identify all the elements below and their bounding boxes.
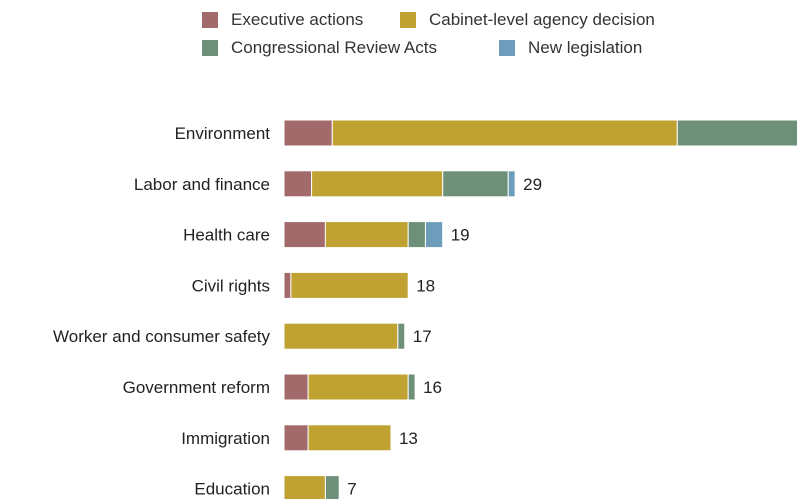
bar-segment-environment-cabinet-level-agency-decision: [331, 119, 678, 147]
bar-segment-education-congressional-review-acts: [324, 475, 340, 499]
legend-swatch-congressional-review-acts: [202, 40, 218, 56]
total-label-health-care: 19: [451, 226, 470, 245]
total-label-labor-and-finance: 29: [523, 175, 542, 194]
legend-label-executive-actions: Executive actions: [231, 10, 364, 29]
bar-segment-health-care-executive-actions: [283, 221, 326, 249]
bar-segment-civil-rights-executive-actions: [283, 271, 292, 299]
legend-label-cabinet-level-agency-decision: Cabinet-level agency decision: [429, 10, 655, 29]
bar-segment-worker-and-consumer-safety-cabinet-level-agency-decision: [283, 322, 399, 350]
bar-segment-labor-and-finance-cabinet-level-agency-decision: [311, 170, 444, 198]
total-label-immigration: 13: [399, 429, 418, 448]
legend-label-congressional-review-acts: Congressional Review Acts: [231, 38, 437, 57]
legend-label-new-legislation: New legislation: [528, 38, 643, 57]
bar-segment-labor-and-finance-new-legislation: [507, 170, 516, 198]
bar-segment-civil-rights-cabinet-level-agency-decision: [290, 271, 409, 299]
bar-segment-government-reform-congressional-review-acts: [407, 373, 416, 401]
category-label-health-care: Health care: [183, 226, 270, 245]
legend-item-cabinet-level-agency-decision: Cabinet-level agency decision: [400, 10, 655, 30]
total-label-civil-rights: 18: [416, 276, 435, 295]
bar-segment-health-care-congressional-review-acts: [407, 221, 426, 249]
bar-segment-government-reform-executive-actions: [283, 373, 309, 401]
bar-segment-labor-and-finance-executive-actions: [283, 170, 313, 198]
legend-item-congressional-review-acts: Congressional Review Acts: [202, 38, 437, 58]
legend-item-new-legislation: New legislation: [499, 38, 642, 58]
bar-segment-health-care-cabinet-level-agency-decision: [324, 221, 409, 249]
category-label-government-reform: Government reform: [123, 378, 270, 397]
category-label-environment: Environment: [175, 124, 271, 143]
bar-segment-worker-and-consumer-safety-congressional-review-acts: [397, 322, 406, 350]
category-label-education: Education: [194, 480, 270, 499]
legend-swatch-cabinet-level-agency-decision: [400, 12, 416, 28]
total-label-government-reform: 16: [423, 378, 442, 397]
legend-swatch-new-legislation: [499, 40, 515, 56]
total-label-education: 7: [347, 480, 356, 499]
category-label-civil-rights: Civil rights: [192, 276, 270, 295]
bar-segment-labor-and-finance-congressional-review-acts: [442, 170, 509, 198]
category-label-worker-and-consumer-safety: Worker and consumer safety: [53, 327, 270, 346]
legend-item-executive-actions: Executive actions: [202, 10, 363, 30]
bar-segment-education-cabinet-level-agency-decision: [283, 475, 326, 499]
legend-swatch-executive-actions: [202, 12, 218, 28]
bar-segment-immigration-executive-actions: [283, 424, 309, 452]
bar-segment-environment-executive-actions: [283, 119, 333, 147]
total-label-worker-and-consumer-safety: 17: [413, 327, 432, 346]
category-label-labor-and-finance: Labor and finance: [134, 175, 270, 194]
bar-segment-health-care-new-legislation: [424, 221, 444, 249]
category-label-immigration: Immigration: [181, 429, 270, 448]
bar-segment-immigration-cabinet-level-agency-decision: [307, 424, 392, 452]
bar-segment-government-reform-cabinet-level-agency-decision: [307, 373, 409, 401]
bar-segment-environment-congressional-review-acts: [676, 119, 797, 147]
